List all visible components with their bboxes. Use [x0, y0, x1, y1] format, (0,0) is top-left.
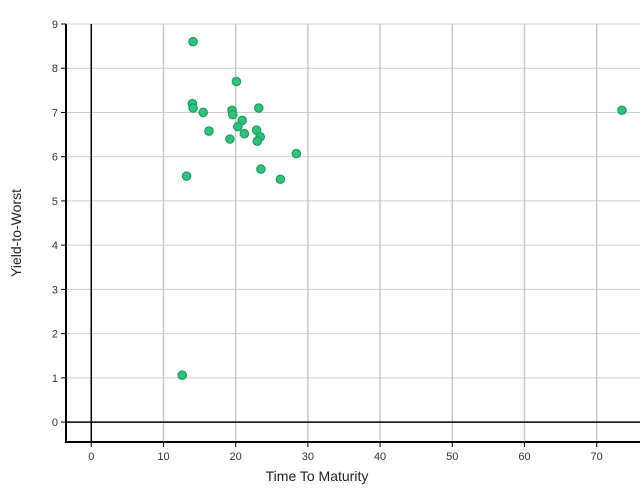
data-point[interactable] [253, 103, 264, 113]
data-point[interactable] [181, 171, 192, 181]
axes [65, 24, 640, 443]
data-point[interactable] [198, 107, 208, 118]
data-point[interactable] [256, 164, 266, 174]
y-tick-label: 9 [52, 19, 58, 31]
data-point[interactable] [177, 370, 188, 381]
y-tick-label: 8 [52, 63, 58, 75]
data-point[interactable] [188, 103, 198, 113]
y-tick-label: 4 [52, 240, 58, 252]
data-point[interactable] [252, 136, 263, 147]
x-tick-label: 40 [374, 451, 386, 463]
x-tick-label: 70 [591, 451, 603, 463]
data-point[interactable] [188, 36, 198, 47]
y-tick-label: 5 [52, 196, 58, 208]
x-tick-label: 20 [230, 451, 242, 463]
x-tick-label: 30 [302, 451, 314, 463]
y-tick-label: 7 [52, 107, 58, 119]
data-point[interactable] [225, 134, 235, 144]
data-point[interactable] [204, 126, 214, 136]
y-tick-label: 6 [52, 152, 58, 164]
x-tick-label: 0 [88, 451, 94, 463]
y-axis-ticks: 0 1 2 3 4 5 6 7 8 9 [52, 19, 66, 429]
data-point[interactable] [227, 109, 238, 120]
data-point[interactable] [617, 105, 627, 116]
data-point[interactable] [291, 148, 302, 159]
x-tick-label: 50 [446, 451, 458, 463]
x-axis-ticks: 0 10 20 30 40 50 60 70 [88, 442, 603, 463]
data-points [177, 36, 627, 381]
y-tick-label: 0 [52, 417, 58, 429]
x-axis-title: Time To Maturity [266, 468, 369, 484]
data-point[interactable] [275, 174, 286, 185]
y-tick-label: 3 [52, 284, 58, 296]
data-point[interactable] [231, 76, 242, 87]
data-point[interactable] [233, 121, 243, 132]
y-tick-label: 1 [52, 373, 58, 385]
y-tick-label: 2 [52, 329, 58, 341]
x-tick-label: 60 [518, 451, 530, 463]
x-tick-label: 10 [157, 451, 169, 463]
y-axis-title: Yield-to-Worst [8, 189, 24, 277]
grid [66, 23, 640, 442]
data-point[interactable] [239, 128, 250, 139]
